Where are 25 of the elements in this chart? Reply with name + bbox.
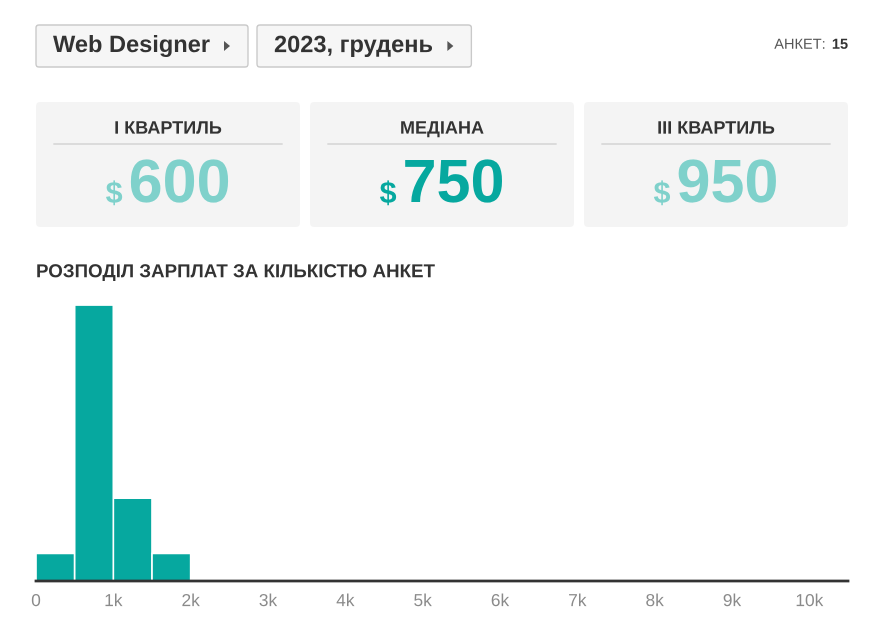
text: $ bbox=[654, 180, 670, 206]
text: $ bbox=[106, 180, 122, 206]
text: Web Designer bbox=[53, 34, 210, 58]
x-tick-label: 3k bbox=[259, 594, 278, 606]
text: III КВАРТИЛЬ bbox=[658, 121, 774, 134]
x-tick-label: 0 bbox=[32, 594, 40, 606]
text: 15 bbox=[832, 38, 848, 49]
chart-title: РОЗПОДІЛ ЗАРПЛАТ ЗА КІЛЬКІСТЮ АНКЕТ bbox=[37, 264, 435, 281]
text: $ bbox=[380, 180, 396, 206]
text: I КВАРТИЛЬ bbox=[115, 121, 222, 134]
text: 950 bbox=[678, 159, 776, 203]
text: АНКЕТ: bbox=[774, 38, 824, 49]
text: 2023, грудень bbox=[274, 36, 432, 58]
x-tick-label: 4k bbox=[336, 594, 355, 606]
x-tick-label: 2k bbox=[182, 594, 200, 606]
x-tick-label: 8k bbox=[646, 594, 664, 606]
x-tick-label: 10k bbox=[796, 594, 824, 606]
text: МЕДІАНА bbox=[401, 121, 484, 138]
x-tick-label: 5k bbox=[414, 594, 432, 606]
x-tick-label: 7k bbox=[569, 594, 587, 606]
text: 750 bbox=[405, 159, 502, 203]
x-tick-label: 6k bbox=[492, 594, 510, 606]
x-tick-label: 1k bbox=[105, 594, 123, 606]
text: 600 bbox=[130, 159, 228, 203]
x-tick-label: 9k bbox=[724, 594, 742, 606]
